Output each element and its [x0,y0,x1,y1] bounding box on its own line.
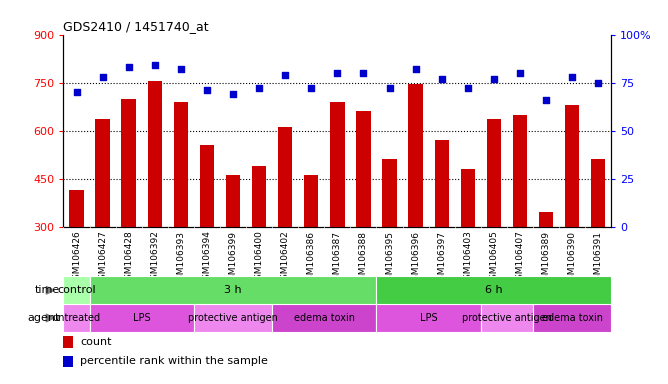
Text: GSM106392: GSM106392 [150,230,159,285]
Bar [90,304,194,332]
Text: GSM106396: GSM106396 [411,230,420,286]
Point [410,66,421,72]
Text: edema toxin: edema toxin [542,313,603,323]
Text: agent: agent [28,313,60,323]
Text: GSM106397: GSM106397 [437,230,446,286]
Bar [591,159,605,227]
Text: count: count [80,337,112,347]
Text: protective antigen: protective antigen [188,313,278,323]
Bar [63,276,90,304]
Point [566,74,577,80]
Bar [513,114,527,227]
Bar [408,84,423,227]
Bar [122,99,136,227]
Text: edema toxin: edema toxin [294,313,355,323]
Bar [356,111,371,227]
Bar [194,304,272,332]
Text: 3 h: 3 h [224,285,242,295]
Bar [377,304,481,332]
Point [358,70,369,76]
Text: GSM106405: GSM106405 [490,230,498,285]
Point [306,85,317,91]
Bar [330,102,345,227]
Point [150,62,160,68]
Text: GDS2410 / 1451740_at: GDS2410 / 1451740_at [63,20,209,33]
Bar [377,276,611,304]
Text: GSM106399: GSM106399 [228,230,238,286]
Text: GSM106402: GSM106402 [281,230,290,285]
Bar [252,166,267,227]
Text: GSM106407: GSM106407 [516,230,524,285]
Point [280,72,291,78]
Point [593,79,603,86]
Bar [487,119,501,227]
Point [488,76,499,82]
Text: GSM106427: GSM106427 [98,230,107,285]
Point [254,85,265,91]
Text: GSM106386: GSM106386 [307,230,316,286]
Text: untreated: untreated [53,313,101,323]
Bar [69,190,84,227]
Point [71,89,82,95]
Text: GSM106395: GSM106395 [385,230,394,286]
Bar [304,175,319,227]
Bar [90,276,377,304]
Text: LPS: LPS [133,313,150,323]
Bar [481,304,533,332]
Point [98,74,108,80]
Bar [539,212,553,227]
Text: GSM106390: GSM106390 [568,230,576,286]
Point [202,87,212,93]
Point [436,76,447,82]
Bar [565,105,579,227]
Text: control: control [57,285,96,295]
Point [124,64,134,70]
Bar [278,127,293,227]
Bar [63,356,73,367]
Bar [63,336,73,348]
Text: GSM106387: GSM106387 [333,230,342,286]
Bar [226,175,240,227]
Point [540,97,551,103]
Bar [96,119,110,227]
Bar [174,102,188,227]
Point [228,91,238,97]
Text: GSM106394: GSM106394 [202,230,211,285]
Point [176,66,186,72]
Text: GSM106403: GSM106403 [464,230,472,285]
Bar [63,304,90,332]
Bar [434,140,449,227]
Point [462,85,473,91]
Text: GSM106428: GSM106428 [124,230,133,285]
Text: protective antigen: protective antigen [462,313,552,323]
Point [384,85,395,91]
Text: GSM106391: GSM106391 [594,230,603,286]
Text: GSM106388: GSM106388 [359,230,368,286]
Bar [461,169,475,227]
Bar [200,145,214,227]
Bar [382,159,397,227]
Text: GSM106393: GSM106393 [176,230,185,286]
Bar [272,304,377,332]
Text: GSM106389: GSM106389 [542,230,550,286]
Text: GSM106426: GSM106426 [72,230,81,285]
Text: 6 h: 6 h [485,285,502,295]
Bar [148,81,162,227]
Point [514,70,525,76]
Point [332,70,343,76]
Text: time: time [35,285,60,295]
Bar [533,304,611,332]
Text: GSM106400: GSM106400 [255,230,264,285]
Text: percentile rank within the sample: percentile rank within the sample [80,356,268,366]
Text: LPS: LPS [420,313,438,323]
